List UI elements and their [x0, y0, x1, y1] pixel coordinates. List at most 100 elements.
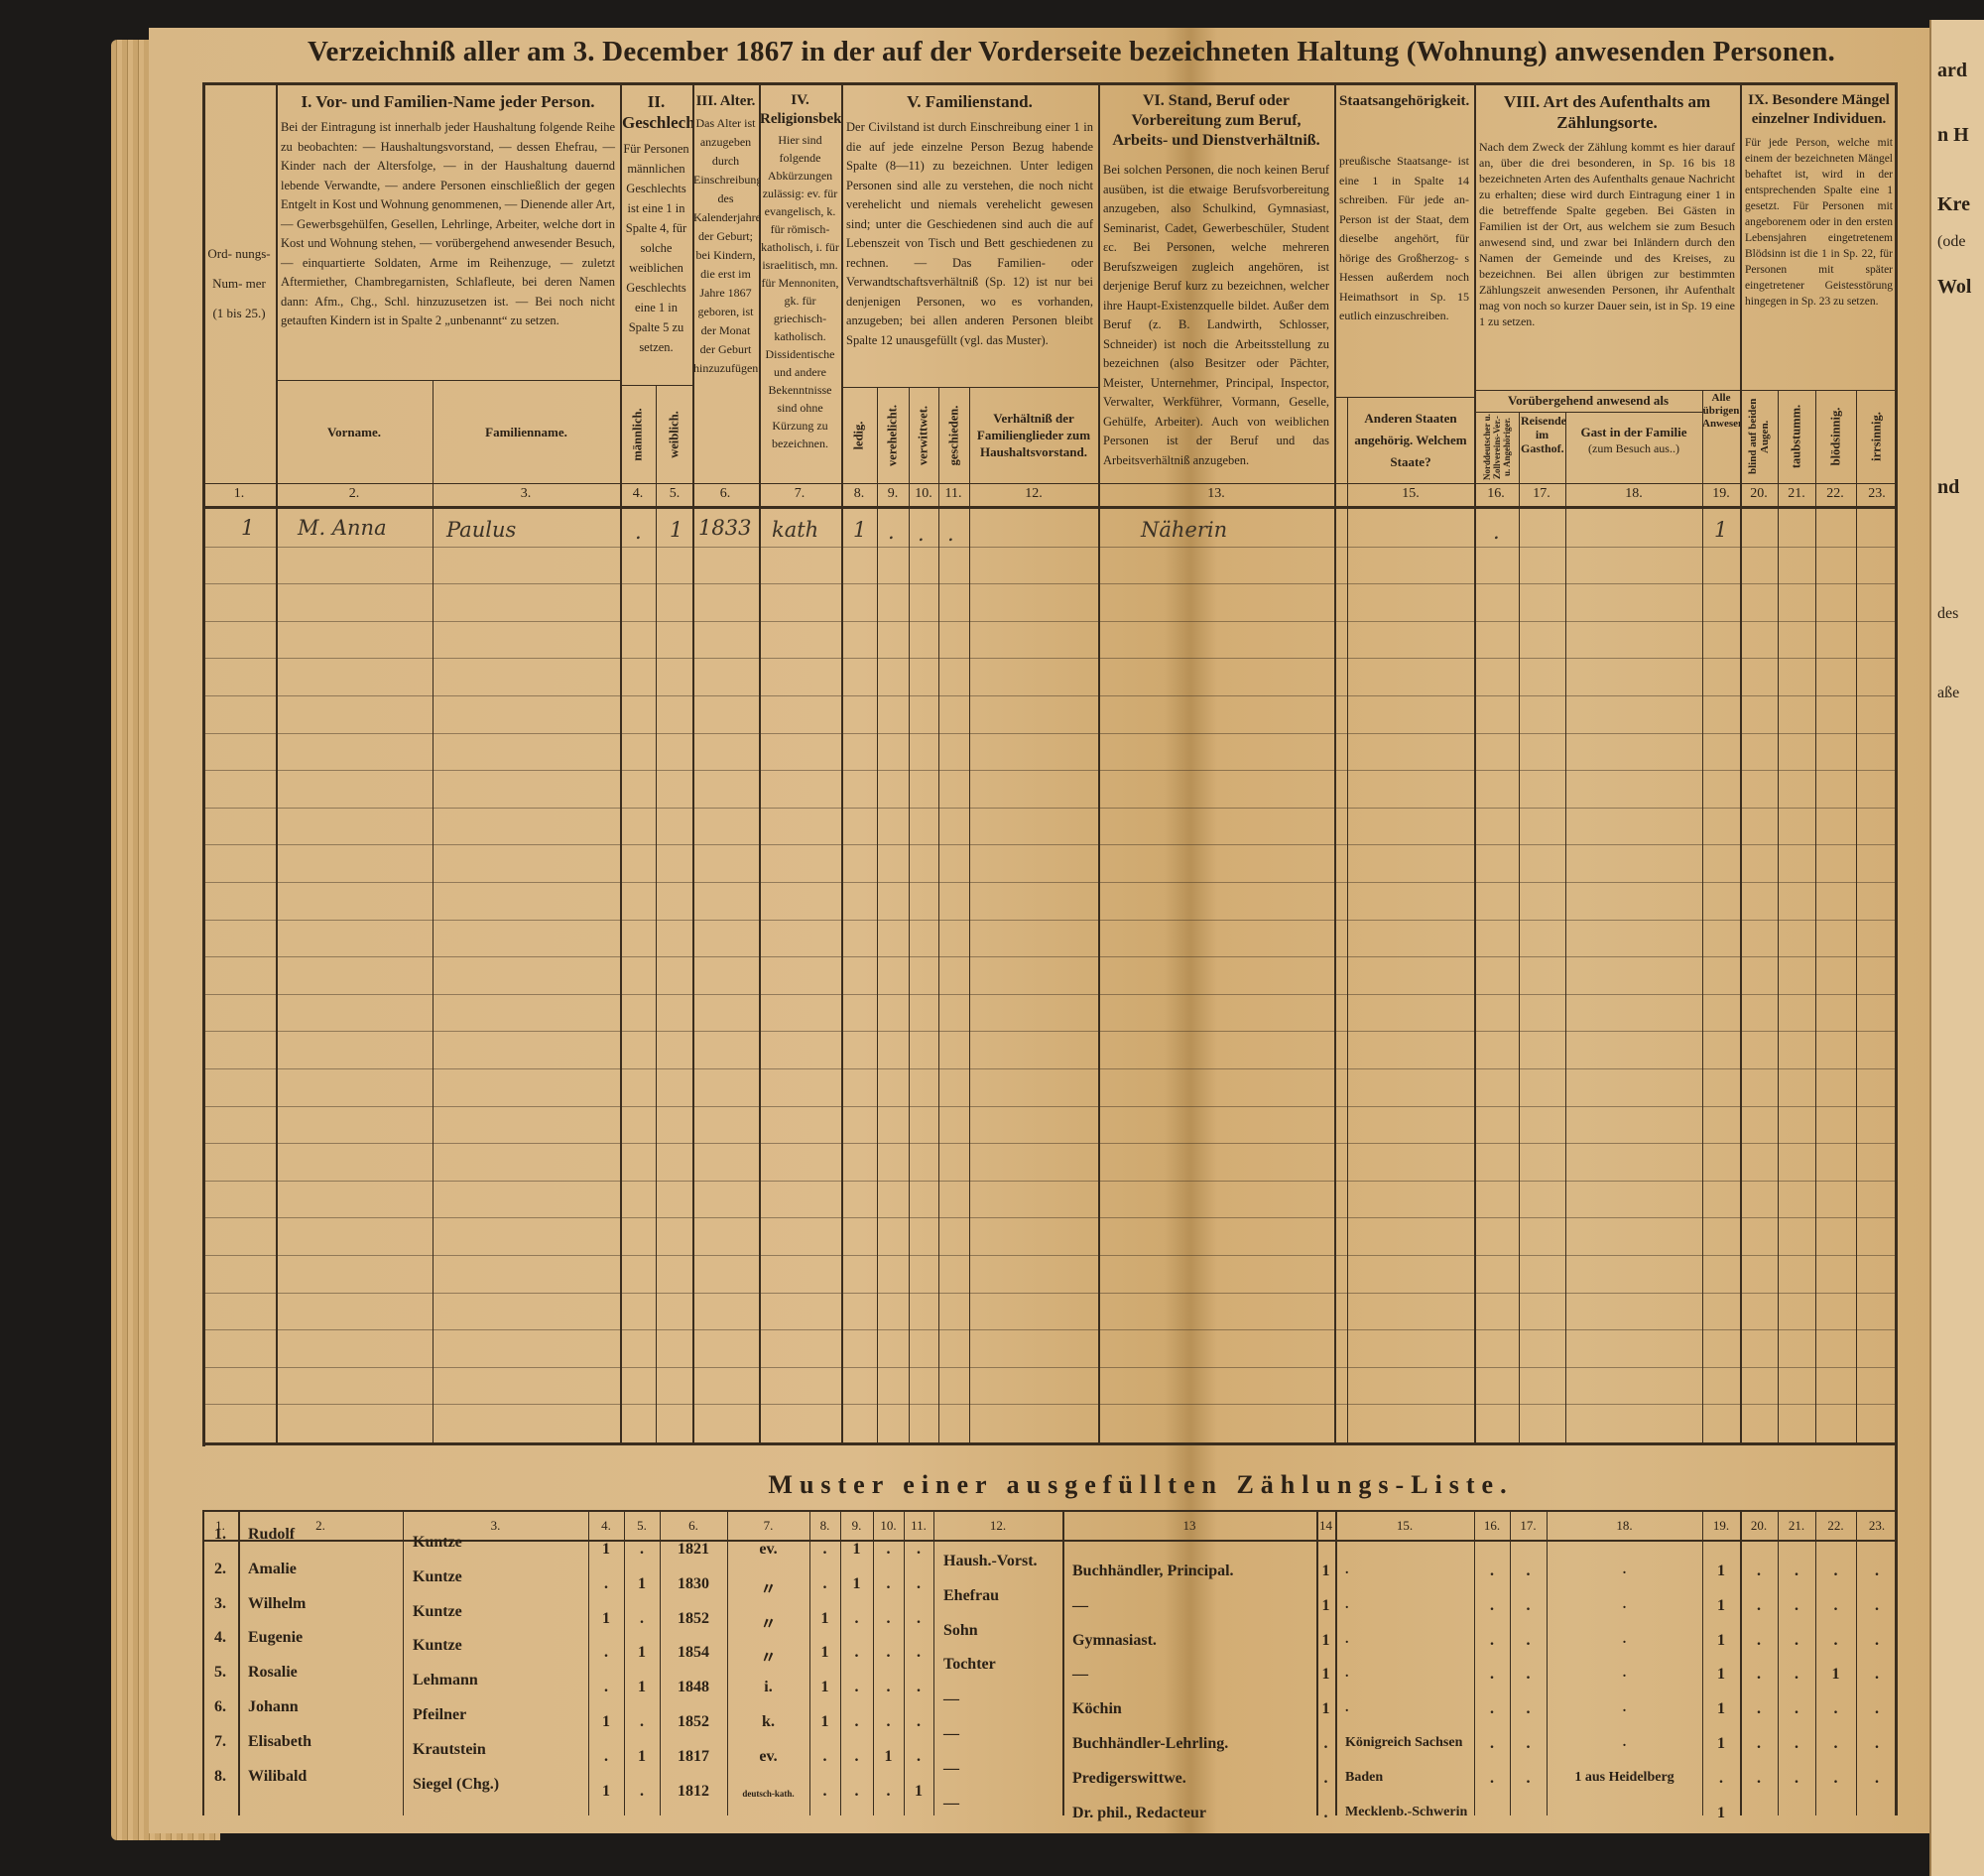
example-cell-relationship: Ehefrau — [943, 1586, 999, 1604]
deaf-mute-header: taubstumm. — [1778, 390, 1815, 483]
body-row-rule — [205, 620, 1895, 622]
body-row-rule — [205, 1031, 1895, 1033]
subcolumn-border — [656, 385, 657, 1442]
example-cell-row-number: 6. — [214, 1698, 226, 1715]
example-cell-married: . — [854, 1782, 859, 1800]
example-cell-blind: . — [1757, 1596, 1761, 1614]
column-number: 11. — [944, 486, 962, 501]
guest-label: Gast in der Familie — [1580, 425, 1687, 439]
section-7-citizenship-header: Staatsangehörigkeit. preußische Staatsan… — [1334, 87, 1474, 385]
example-cell-last-name: Krautstein — [413, 1740, 486, 1758]
section-instructions: Für jede Person, welche mit einem der be… — [1745, 137, 1893, 308]
example-cell-north-german: . — [1490, 1666, 1494, 1684]
example-cell-other-state: . — [1345, 1563, 1349, 1577]
example-cell-guest: . — [1622, 1631, 1627, 1647]
single-header: ledig. — [841, 387, 877, 483]
example-cell-north-german: . — [1490, 1735, 1494, 1752]
column-number: 9. — [887, 486, 899, 501]
fragment: n H — [1937, 124, 1969, 146]
section-title: I. Vor- und Familien-Name jeder Person. — [301, 92, 595, 111]
example-cell-traveller: . — [1526, 1769, 1531, 1787]
section-instructions: Das Alter ist anzugeben durch Einschreib… — [693, 116, 759, 375]
example-column-border — [727, 1510, 728, 1815]
last-name-header: Familienname. — [433, 380, 620, 483]
example-column-number: 11. — [911, 1518, 927, 1533]
example-cell-female: . — [640, 1541, 644, 1558]
married-header: verehelicht. — [877, 387, 909, 483]
example-cell-last-name: Kuntze — [413, 1602, 462, 1620]
subcolumn-border — [1856, 390, 1857, 1442]
section-title: IX. Besondere Mängel einzelner Individue… — [1748, 92, 1890, 127]
example-cell-occupation: — — [1072, 1596, 1088, 1614]
example-cell-religion: k. — [762, 1713, 775, 1730]
example-cell-birth-year: 1830 — [678, 1574, 709, 1592]
fragment: aße — [1937, 685, 1960, 701]
example-cell-north-german: . — [1490, 1700, 1494, 1718]
example-cell-last-name: Siegel (Chg.) — [413, 1775, 500, 1793]
example-cell-deaf-mute: . — [1795, 1596, 1798, 1614]
example-cell-religion: deutsch-kath. — [742, 1788, 795, 1799]
example-cell-divorced: . — [917, 1609, 921, 1627]
blind-label: blind auf beiden Augen. — [1747, 398, 1771, 475]
example-column-border — [933, 1510, 934, 1815]
example-cell-male: . — [604, 1747, 608, 1765]
section-title: III. Alter. — [695, 93, 756, 109]
example-cell-occupation: Buchhändler, Principal. — [1072, 1563, 1234, 1579]
column-number: 10. — [915, 486, 932, 501]
example-cell-divorced: . — [917, 1679, 921, 1696]
example-cell-traveller: . — [1526, 1700, 1531, 1718]
section-9-infirmities-header: IX. Besondere Mängel einzelner Individue… — [1740, 87, 1898, 390]
subheader-rule — [620, 385, 692, 386]
fragment: ard — [1937, 60, 1967, 81]
example-column-border — [873, 1510, 874, 1815]
example-cell-first-name: Eugenie — [248, 1629, 304, 1647]
example-cell-prussian: 1 — [1321, 1666, 1330, 1684]
example-cell-widowed: . — [886, 1782, 891, 1800]
body-row-rule — [205, 844, 1895, 846]
example-cell-religion: 〃 — [760, 1580, 777, 1598]
entry-birth-year: 1833 — [698, 516, 752, 540]
example-cell-divorced: . — [917, 1574, 921, 1592]
example-cell-birth-year: 1854 — [678, 1644, 709, 1662]
example-cell-occupation: Gymnasiast. — [1072, 1631, 1157, 1649]
example-column-number: 1. — [215, 1518, 225, 1533]
body-bottom — [202, 1442, 1898, 1445]
single-label: ledig. — [851, 421, 866, 449]
fragment: nd — [1937, 476, 1960, 498]
column-border — [692, 85, 694, 1442]
blind-header: blind auf beiden Augen. — [1740, 390, 1778, 483]
example-cell-guest: 1 aus Heidelberg — [1574, 1769, 1674, 1785]
body-row-rule — [205, 919, 1895, 921]
column-border — [841, 85, 843, 1442]
example-cell-north-german: . — [1490, 1631, 1494, 1649]
imbecile-header: blödsinnig. — [1815, 390, 1856, 483]
example-cell-first-name: Wilibald — [248, 1767, 308, 1785]
example-cell-male: . — [604, 1574, 608, 1592]
example-column-border — [1474, 1510, 1475, 1815]
column-border — [1474, 85, 1476, 1442]
other-states-label: Anderen Staaten angehörig. Welchem Staat… — [1354, 410, 1467, 469]
example-cell-row-number: 2. — [214, 1560, 226, 1577]
example-column-border — [904, 1510, 905, 1815]
example-column-number: 6. — [688, 1518, 698, 1533]
example-cell-married: . — [854, 1747, 859, 1765]
frame-right — [1895, 82, 1898, 1446]
column-number: 20. — [1750, 486, 1768, 501]
example-column-number: 3. — [490, 1518, 501, 1533]
section-1-names-header: I. Vor- und Familien-Name jeder Person. … — [276, 87, 620, 380]
example-cell-traveller: . — [1526, 1666, 1531, 1684]
example-cell-birth-year: 1812 — [678, 1782, 709, 1800]
example-cell-widowed: . — [886, 1574, 891, 1592]
example-cell-relationship: Tochter — [943, 1656, 996, 1674]
column-number: 4. — [632, 486, 644, 501]
body-row-rule — [205, 770, 1895, 772]
example-cell-widowed: 1 — [884, 1747, 893, 1765]
subcolumn-border — [1815, 390, 1816, 1442]
example-cell-other-present: 1 — [1717, 1735, 1725, 1752]
body-row-rule — [205, 807, 1895, 809]
body-row-rule — [205, 1217, 1895, 1219]
example-cell-birth-year: 1848 — [678, 1679, 709, 1696]
example-column-border — [660, 1510, 661, 1815]
column-number: 12. — [1025, 486, 1043, 501]
example-cell-female: . — [640, 1713, 644, 1730]
